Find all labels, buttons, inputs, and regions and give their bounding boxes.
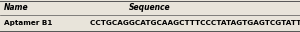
Text: Name: Name bbox=[4, 3, 28, 12]
Text: Aptamer B1: Aptamer B1 bbox=[4, 20, 52, 26]
Text: CCTGCAGGCATGCAAGCTTTCCCTATAGTGAGTCGTATTA(40 nucleotides): CCTGCAGGCATGCAAGCTTTCCCTATAGTGAGTCGTATTA… bbox=[90, 20, 300, 26]
Text: Sequence: Sequence bbox=[129, 3, 171, 12]
